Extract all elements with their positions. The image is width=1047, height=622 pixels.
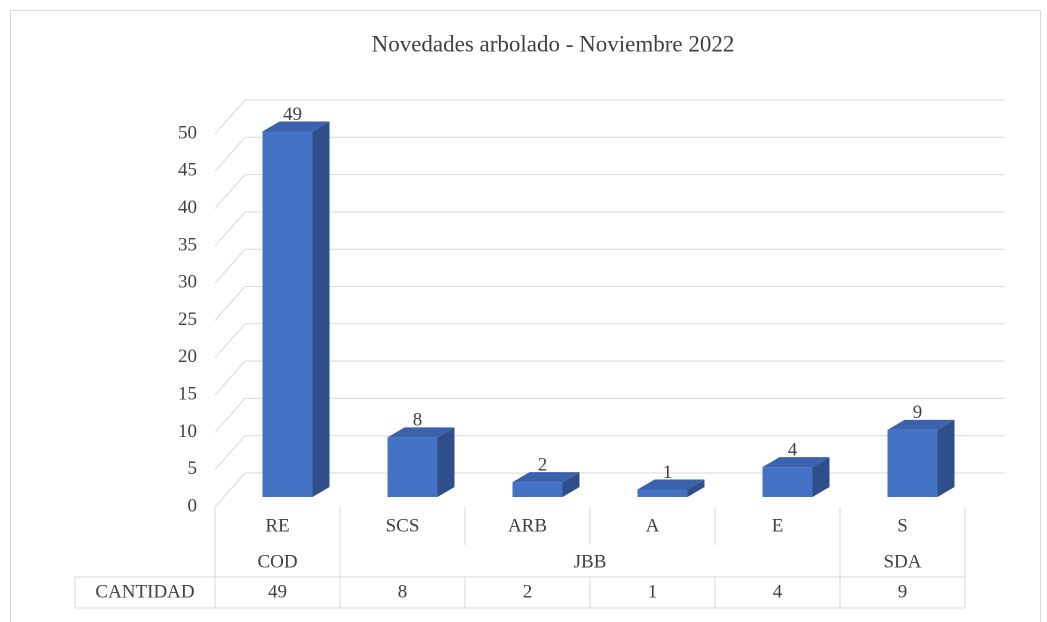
- data-label: 49: [283, 104, 302, 125]
- table-value: 1: [648, 581, 658, 602]
- x-tick-label: E: [772, 515, 784, 536]
- y-tick-label: 45: [178, 160, 197, 181]
- grid-line: [214, 174, 246, 209]
- table-value: 49: [268, 581, 287, 602]
- table-value: 4: [773, 581, 783, 602]
- group-label: SDA: [883, 551, 921, 572]
- group-label: JBB: [574, 551, 607, 572]
- grid-line: [214, 136, 246, 172]
- grid-line: [214, 323, 246, 359]
- bar-face: [687, 479, 705, 497]
- table-value: 2: [523, 581, 533, 602]
- table-value: 9: [898, 581, 908, 602]
- bar-face: [512, 482, 563, 497]
- bar-face: [637, 489, 688, 497]
- y-tick-label: 10: [178, 421, 197, 442]
- bar: [887, 419, 955, 497]
- bar: [387, 427, 455, 497]
- bar: [762, 457, 830, 497]
- bar-face: [387, 437, 438, 497]
- bar-face: [762, 457, 830, 468]
- chart-title: Novedades arbolado - Noviembre 2022: [372, 31, 735, 56]
- y-tick-label: 0: [188, 495, 198, 516]
- data-label: 4: [788, 440, 798, 461]
- bar: [637, 479, 705, 497]
- legend-label: CANTIDAD: [95, 581, 194, 602]
- x-tick-label: SCS: [386, 515, 420, 536]
- x-tick-label: S: [897, 515, 908, 536]
- x-tick-label: ARB: [508, 515, 547, 536]
- y-tick-label: 20: [178, 346, 197, 367]
- grid-line: [214, 248, 246, 284]
- data-label: 8: [413, 410, 423, 431]
- table-value: 8: [398, 581, 408, 602]
- bar-face: [512, 472, 580, 483]
- grid-line: [214, 99, 246, 135]
- group-label: COD: [257, 551, 297, 572]
- x-tick-label: A: [646, 515, 660, 536]
- data-label: 1: [663, 462, 673, 483]
- bar-face: [262, 121, 330, 132]
- bar-face: [812, 457, 830, 497]
- y-tick-label: 50: [178, 122, 197, 143]
- y-tick-label: 5: [188, 458, 198, 479]
- data-label: 2: [538, 454, 548, 475]
- bar: [512, 472, 580, 497]
- grid-line: [214, 360, 246, 396]
- bar-face: [262, 131, 313, 497]
- bar-face: [637, 479, 705, 490]
- y-tick-label: 40: [178, 197, 197, 218]
- bar-face: [887, 419, 955, 430]
- grid-line: [214, 211, 246, 247]
- bar: [262, 121, 330, 498]
- y-tick-label: 35: [178, 234, 197, 255]
- bar-face: [562, 472, 580, 497]
- bar-face: [312, 121, 330, 498]
- chart-frame: [10, 10, 1041, 622]
- bar-face: [937, 419, 955, 497]
- bar-face: [887, 429, 938, 497]
- y-tick-label: 15: [178, 383, 197, 404]
- grid-line: [214, 435, 246, 471]
- bar-face: [762, 467, 813, 497]
- grid-line: [214, 398, 246, 433]
- y-tick-label: 30: [178, 272, 197, 293]
- y-tick-label: 25: [178, 309, 197, 330]
- grid-line: [214, 286, 246, 321]
- bar-face: [387, 427, 455, 438]
- bar-face: [437, 427, 455, 497]
- grid-line: [214, 472, 246, 508]
- x-tick-label: RE: [265, 515, 289, 536]
- data-label: 9: [913, 402, 923, 423]
